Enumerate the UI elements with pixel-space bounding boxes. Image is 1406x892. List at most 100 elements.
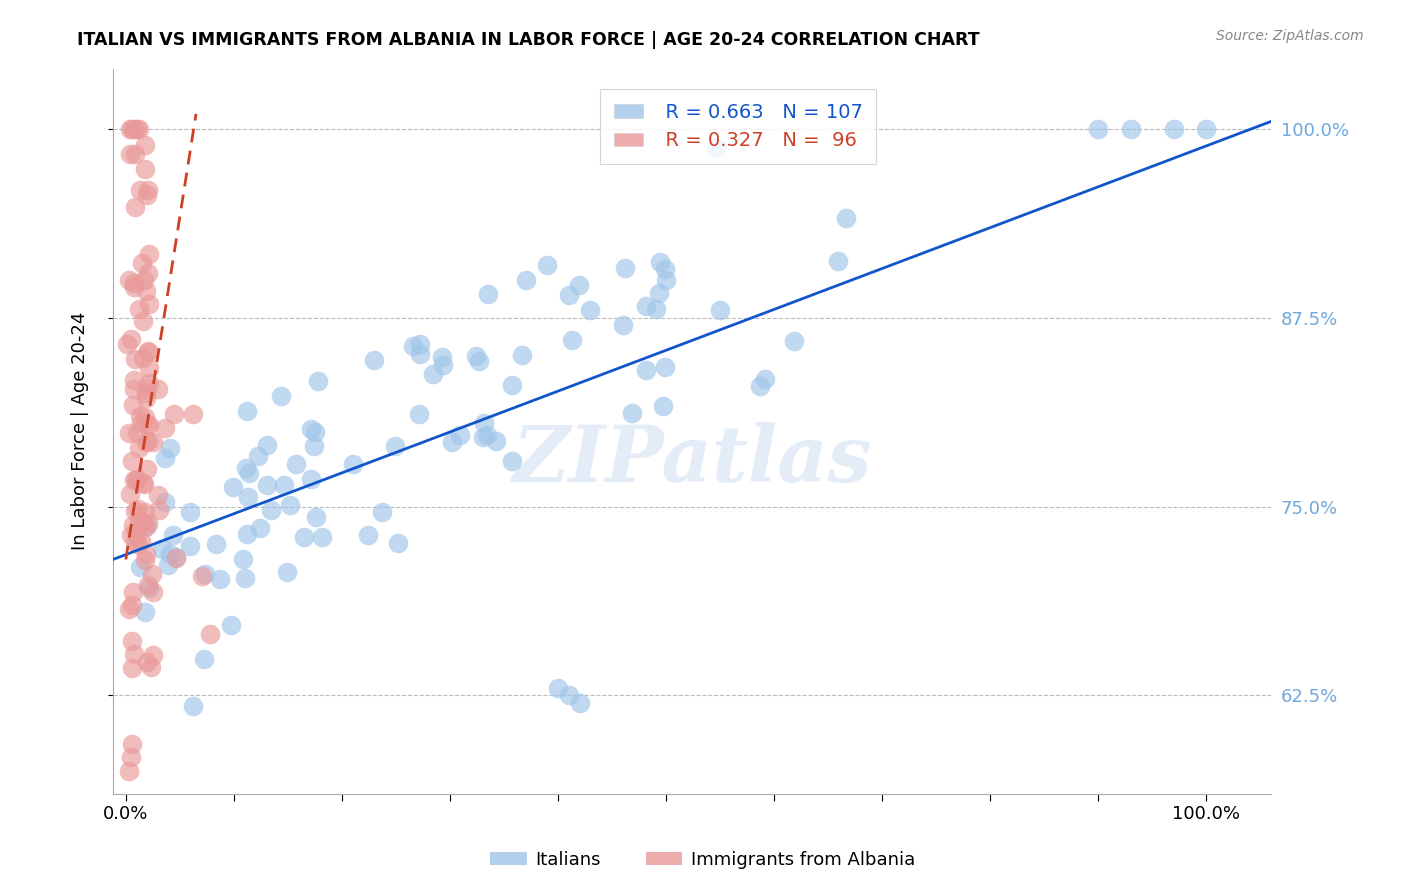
Point [122, 517, 145, 532]
Y-axis label: In Labor Force | Age 20-24: In Labor Force | Age 20-24 [72, 312, 89, 550]
Point [205, 536, 228, 550]
Point [754, 372, 776, 386]
Point [136, 577, 159, 591]
Point [636, 363, 658, 377]
Point [120, 332, 142, 346]
Point [232, 551, 254, 566]
Point [222, 479, 245, 493]
Point [136, 183, 159, 197]
Point [749, 379, 772, 393]
Point [284, 457, 307, 471]
Point [236, 404, 259, 418]
Point [193, 652, 215, 666]
Legend:   R = 0.663   N = 107,   R = 0.327   N =  96: R = 0.663 N = 107, R = 0.327 N = 96 [600, 89, 876, 164]
Point [654, 262, 676, 277]
Point [464, 349, 486, 363]
Point [153, 421, 176, 435]
Point [209, 572, 232, 586]
Point [136, 516, 159, 530]
Point [129, 533, 152, 548]
Point [136, 344, 159, 359]
Point [181, 407, 204, 421]
Point [125, 472, 148, 486]
Point [547, 681, 569, 695]
Point [134, 552, 156, 566]
Point [122, 280, 145, 294]
Point [121, 634, 143, 648]
Point [449, 428, 471, 442]
Point [827, 254, 849, 268]
Point [235, 461, 257, 475]
Point [655, 273, 678, 287]
Point [124, 503, 146, 517]
Point [363, 353, 385, 368]
Point [246, 449, 269, 463]
Point [138, 247, 160, 261]
Point [121, 122, 143, 136]
Point [124, 122, 146, 136]
Point [558, 689, 581, 703]
Point [709, 303, 731, 318]
Point [468, 354, 491, 368]
Point [124, 351, 146, 366]
Point [614, 261, 637, 276]
Point [1195, 122, 1218, 136]
Point [122, 382, 145, 396]
Point [370, 505, 392, 519]
Point [132, 515, 155, 529]
Point [278, 498, 301, 512]
Point [117, 337, 139, 351]
Point [704, 141, 727, 155]
Point [135, 462, 157, 476]
Point [477, 287, 499, 301]
Point [299, 422, 322, 436]
Point [128, 301, 150, 316]
Text: ZIPatlas: ZIPatlas [512, 422, 872, 499]
Text: Source: ZipAtlas.com: Source: ZipAtlas.com [1216, 29, 1364, 43]
Point [219, 617, 242, 632]
Point [441, 434, 464, 449]
Point [124, 535, 146, 549]
Point [384, 439, 406, 453]
Point [122, 277, 145, 291]
Point [179, 505, 201, 519]
Point [139, 660, 162, 674]
Point [136, 344, 159, 359]
Point [510, 348, 533, 362]
Point [136, 519, 159, 533]
Point [142, 584, 165, 599]
Point [235, 571, 257, 585]
Point [146, 383, 169, 397]
Point [260, 502, 283, 516]
Point [125, 122, 148, 136]
Point [432, 358, 454, 372]
Point [127, 537, 149, 551]
Point [165, 550, 187, 565]
Point [129, 416, 152, 430]
Point [783, 334, 806, 349]
Point [136, 266, 159, 280]
Point [165, 550, 187, 565]
Point [121, 598, 143, 612]
Point [121, 661, 143, 675]
Point [256, 437, 278, 451]
Point [179, 540, 201, 554]
Point [568, 277, 591, 292]
Point [131, 476, 153, 491]
Point [621, 406, 644, 420]
Point [238, 466, 260, 480]
Point [135, 391, 157, 405]
Point [132, 314, 155, 328]
Point [422, 367, 444, 381]
Point [118, 425, 141, 440]
Point [122, 373, 145, 387]
Point [579, 303, 602, 318]
Point [136, 187, 159, 202]
Point [138, 581, 160, 595]
Point [124, 146, 146, 161]
Point [135, 655, 157, 669]
Point [292, 530, 315, 544]
Point [138, 361, 160, 376]
Point [408, 407, 430, 421]
Point [558, 288, 581, 302]
